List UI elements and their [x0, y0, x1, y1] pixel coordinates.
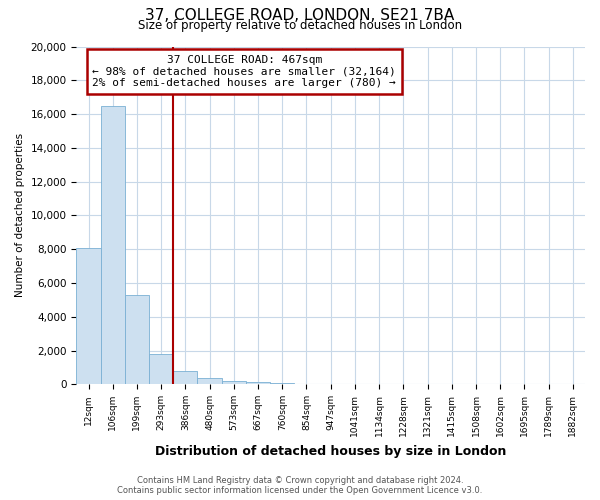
Bar — [76, 248, 101, 384]
Bar — [173, 371, 197, 384]
Bar — [246, 382, 270, 384]
Text: 37, COLLEGE ROAD, LONDON, SE21 7BA: 37, COLLEGE ROAD, LONDON, SE21 7BA — [145, 8, 455, 22]
Bar — [149, 354, 173, 384]
Text: Contains HM Land Registry data © Crown copyright and database right 2024.
Contai: Contains HM Land Registry data © Crown c… — [118, 476, 482, 495]
Bar — [270, 382, 295, 384]
Text: 37 COLLEGE ROAD: 467sqm
← 98% of detached houses are smaller (32,164)
2% of semi: 37 COLLEGE ROAD: 467sqm ← 98% of detache… — [92, 55, 396, 88]
Bar — [197, 378, 222, 384]
Bar — [222, 381, 246, 384]
Y-axis label: Number of detached properties: Number of detached properties — [15, 134, 25, 298]
Text: Size of property relative to detached houses in London: Size of property relative to detached ho… — [138, 18, 462, 32]
Bar — [101, 106, 125, 384]
X-axis label: Distribution of detached houses by size in London: Distribution of detached houses by size … — [155, 444, 506, 458]
Bar — [125, 295, 149, 384]
